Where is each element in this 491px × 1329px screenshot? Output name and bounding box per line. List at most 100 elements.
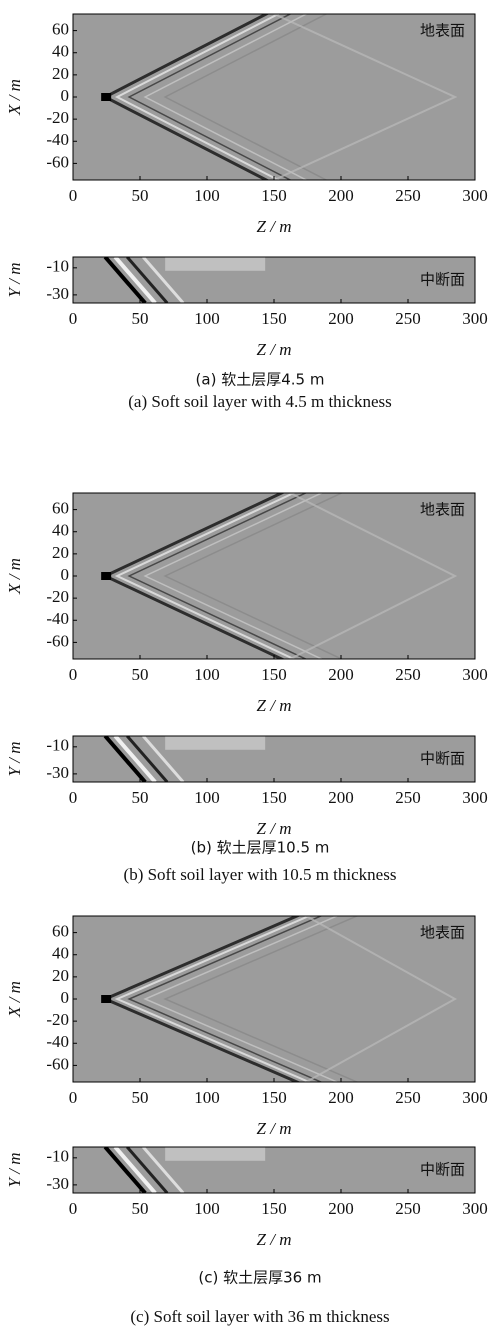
y-tick-label: -60 <box>46 152 69 171</box>
x-axis-label: Z / m <box>257 696 292 715</box>
y-tick-label: -30 <box>46 763 69 782</box>
field <box>73 916 475 1082</box>
x-axis-label: Z / m <box>257 1119 292 1138</box>
wavefront <box>142 257 185 303</box>
wave-pattern <box>101 493 458 659</box>
wavefront <box>163 916 359 1082</box>
y-tick-label: -60 <box>46 631 69 650</box>
y-tick-label: -30 <box>46 284 69 303</box>
y-tick-label: 40 <box>52 521 69 540</box>
x-tick-label: 50 <box>132 788 149 807</box>
wavefront <box>126 736 169 782</box>
y-axis-label: Y / m <box>5 742 24 777</box>
wavefront <box>273 14 458 180</box>
caption-en: (c) Soft soil layer with 36 m thickness <box>130 1307 389 1326</box>
x-tick-label: 50 <box>132 186 149 205</box>
wave-pattern <box>101 14 458 180</box>
wavefront <box>103 1147 147 1193</box>
y-tick-label: -20 <box>46 587 69 606</box>
x-tick-label: 0 <box>69 665 78 684</box>
wavefront <box>114 14 281 180</box>
source <box>101 995 112 1003</box>
x-axis-label: Z / m <box>257 217 292 236</box>
wavefront <box>113 736 157 782</box>
x-tick-label: 150 <box>261 1088 287 1107</box>
wavefront <box>143 493 324 659</box>
caption-zh: (a) 软土层厚4.5 m <box>196 371 325 389</box>
wavefront <box>114 916 312 1082</box>
y-tick-label: -60 <box>46 1054 69 1073</box>
wavefront <box>163 14 328 180</box>
y-tick-label: -20 <box>46 108 69 127</box>
x-tick-label: 250 <box>395 186 421 205</box>
x-tick-label: 100 <box>194 186 220 205</box>
annotation: 地表面 <box>420 924 465 942</box>
wave-pattern <box>103 736 266 782</box>
wavefront <box>127 14 292 180</box>
wavefront <box>163 493 344 659</box>
wavefront <box>103 736 147 782</box>
wavefront <box>103 257 147 303</box>
x-tick-label: 200 <box>328 1199 354 1218</box>
x-tick-label: 200 <box>328 186 354 205</box>
wavefront <box>126 1147 169 1193</box>
y-tick-label: 60 <box>52 922 69 941</box>
wave-pattern <box>103 1147 266 1193</box>
x-tick-label: 0 <box>69 309 78 328</box>
y-tick-label: 40 <box>52 944 69 963</box>
caption-en: (a) Soft soil layer with 4.5 m thickness <box>128 392 391 411</box>
x-tick-label: 200 <box>328 788 354 807</box>
x-tick-label: 150 <box>261 309 287 328</box>
field <box>73 493 475 659</box>
x-tick-label: 250 <box>395 1088 421 1107</box>
shade <box>165 736 266 750</box>
x-tick-label: 300 <box>462 186 488 205</box>
wavefront <box>143 916 339 1082</box>
x-tick-label: 200 <box>328 665 354 684</box>
x-tick-label: 100 <box>194 1088 220 1107</box>
wavefront <box>305 916 458 1082</box>
shade <box>165 257 266 271</box>
source <box>101 572 112 580</box>
x-tick-label: 250 <box>395 665 421 684</box>
x-tick-label: 0 <box>69 186 78 205</box>
y-tick-label: 60 <box>52 499 69 518</box>
y-axis-label: Y / m <box>5 263 24 298</box>
wave-pattern <box>103 257 266 303</box>
y-tick-label: -10 <box>46 736 69 755</box>
y-tick-label: 20 <box>52 543 69 562</box>
wavefront <box>127 493 308 659</box>
x-tick-label: 150 <box>261 1199 287 1218</box>
annotation: 中断面 <box>420 1161 465 1179</box>
x-tick-label: 300 <box>462 1088 488 1107</box>
x-tick-label: 300 <box>462 788 488 807</box>
annotation: 地表面 <box>420 501 465 519</box>
x-tick-label: 100 <box>194 1199 220 1218</box>
x-tick-label: 150 <box>261 186 287 205</box>
wavefront <box>142 736 185 782</box>
x-tick-label: 200 <box>328 309 354 328</box>
x-tick-label: 100 <box>194 665 220 684</box>
y-axis-label: X / m <box>5 981 24 1018</box>
x-tick-label: 150 <box>261 788 287 807</box>
wavefront <box>127 916 323 1082</box>
wavefront <box>126 257 169 303</box>
caption-zh: (b) 软土层厚10.5 m <box>191 839 330 857</box>
y-tick-label: 0 <box>61 86 70 105</box>
x-tick-label: 50 <box>132 1199 149 1218</box>
annotation: 地表面 <box>420 22 465 40</box>
y-tick-label: 20 <box>52 966 69 985</box>
y-tick-label: -10 <box>46 257 69 276</box>
x-tick-label: 250 <box>395 309 421 328</box>
x-axis-label: Z / m <box>257 340 292 359</box>
y-tick-label: 0 <box>61 565 70 584</box>
y-tick-label: -10 <box>46 1147 69 1166</box>
field <box>73 14 475 180</box>
wavefront <box>113 257 157 303</box>
source <box>101 93 112 101</box>
wavefront <box>142 1147 185 1193</box>
x-tick-label: 250 <box>395 1199 421 1218</box>
wavefront <box>143 14 308 180</box>
wavefront <box>289 493 458 659</box>
